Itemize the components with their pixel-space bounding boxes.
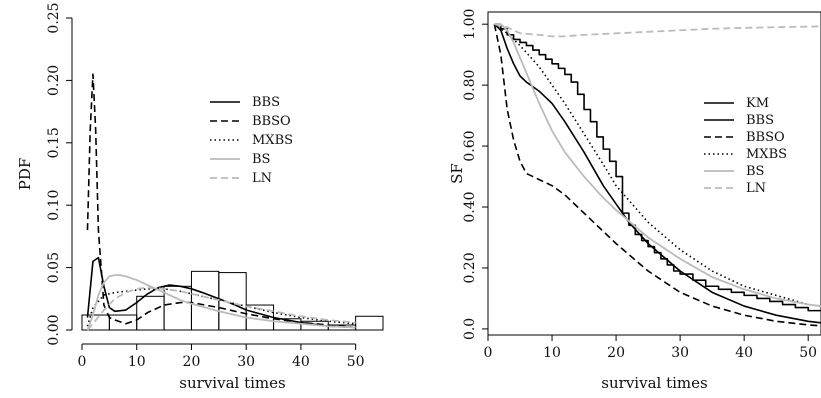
- right-sf-panel: 0 10 20 30 40 50 0.0 0.20 0.40 0.60 0.80 1.00 surviv…: [448, 9, 821, 392]
- legend: KM BBS BBSO MXBS BS LN: [704, 96, 787, 196]
- histogram-bar: [136, 295, 165, 331]
- legend-label-mxbs: MXBS: [746, 147, 787, 162]
- x-axis-title: survival times: [601, 374, 707, 392]
- x-tick-label: 20: [607, 345, 625, 361]
- y-tick-label: 0.25: [46, 2, 62, 33]
- y-tick-label: 0.15: [46, 127, 62, 158]
- y-tick-label: 0.80: [462, 70, 478, 101]
- x-tick-label: 10: [543, 345, 561, 361]
- x-tick-label: 30: [671, 345, 689, 361]
- series-line-bs: [86, 274, 356, 331]
- series-line-ln: [86, 286, 356, 331]
- y-tick-label: 0.0: [462, 318, 478, 340]
- legend-label-bs: BS: [252, 152, 270, 167]
- y-tick-label: 0.05: [46, 252, 62, 283]
- x-tick-label: 20: [183, 354, 201, 370]
- x-tick-label: 0: [484, 345, 493, 361]
- series-line-km: [494, 23, 821, 312]
- histogram-bar: [108, 314, 138, 331]
- series-line-bs: [494, 23, 821, 307]
- series-line-mxbs: [86, 288, 356, 327]
- y-tick-label: 0.20: [462, 252, 478, 283]
- y-tick-label: 1.00: [462, 9, 478, 40]
- x-tick-label: 30: [237, 354, 255, 370]
- y-tick-label: 0.60: [462, 130, 478, 161]
- series-line-mxbs: [493, 23, 821, 307]
- histogram-bar: [218, 272, 247, 331]
- y-tick-label: 0.00: [46, 314, 62, 345]
- plot-frame: [487, 11, 821, 336]
- legend: BBS BBSO MXBS BS LN: [210, 95, 293, 186]
- y-axis-title: SF: [448, 163, 466, 184]
- histogram-bar: [81, 314, 110, 331]
- series-line-bbso: [493, 24, 821, 327]
- legend-label-bbs: BBS: [252, 95, 280, 110]
- legend-label-ln: LN: [252, 171, 272, 186]
- legend-label-bbso: BBSO: [252, 114, 291, 129]
- x-tick-label: 50: [799, 345, 817, 361]
- legend-label-ln: LN: [746, 181, 766, 196]
- histogram-bar: [355, 315, 384, 331]
- x-tick-label: 0: [78, 354, 87, 370]
- legend-label-mxbs: MXBS: [252, 133, 293, 148]
- left-pdf-panel: 0 10 20 30 40 50 0.00 0.05 0.10 0.15 0.20 0.25 survi…: [16, 2, 384, 392]
- y-tick-label: 0.40: [462, 191, 478, 222]
- legend-label-km: KM: [746, 96, 769, 111]
- x-tick-label: 40: [735, 345, 753, 361]
- y-tick-label: 0.10: [46, 190, 62, 221]
- x-tick-label: 10: [128, 354, 146, 370]
- series-line-bbso: [86, 73, 356, 329]
- x-axis-title: survival times: [179, 374, 285, 392]
- y-axis-title: PDF: [16, 158, 34, 191]
- legend-label-bs: BS: [746, 164, 764, 179]
- x-tick-label: 50: [347, 354, 365, 370]
- series-line-ln: [494, 23, 821, 38]
- legend-label-bbso: BBSO: [746, 130, 785, 145]
- y-tick-label: 0.20: [46, 65, 62, 96]
- histogram-bar: [190, 270, 220, 331]
- series-line-bbs: [86, 256, 356, 329]
- x-tick-label: 40: [292, 354, 310, 370]
- legend-label-bbs: BBS: [746, 113, 774, 128]
- series-line-bbs: [493, 23, 821, 324]
